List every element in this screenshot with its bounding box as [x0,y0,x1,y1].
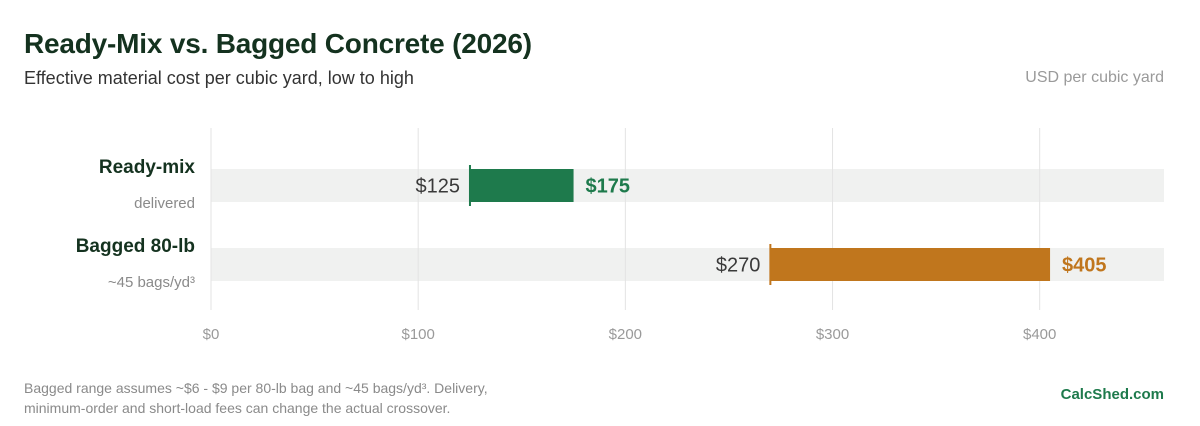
brand-label: CalcShed.com [1060,386,1164,403]
range-bar [469,169,574,202]
footnote-line-2: minimum-order and short-load fees can ch… [24,400,451,416]
category-sublabel: delivered [134,195,195,212]
category-sublabel: ~45 bags/yd³ [108,274,195,291]
bar-track [211,169,1164,202]
category-label: Ready-mix [99,157,196,178]
data-label-low: $125 [415,176,460,198]
data-label-high: $405 [1062,255,1107,277]
data-label-high: $175 [586,176,631,198]
category-label: Bagged 80-lb [76,236,195,257]
x-tick-label: $400 [1023,326,1056,343]
units-label: USD per cubic yard [1025,69,1164,86]
range-bar [770,248,1051,281]
footnote-line-1: Bagged range assumes ~$6 - $9 per 80-lb … [24,380,488,396]
x-tick-label: $100 [401,326,434,343]
chart-title: Ready-Mix vs. Bagged Concrete (2026) [24,28,532,59]
x-tick-label: $300 [816,326,849,343]
x-tick-label: $0 [203,326,220,343]
chart-subtitle: Effective material cost per cubic yard, … [24,68,414,88]
range-bar-chart: $0 $100 $200 $300 $400 Ready-mix delivered Bagg… [76,128,1164,343]
data-label-low: $270 [716,255,761,277]
footnote: Bagged range assumes ~$6 - $9 per 80-lb … [24,378,584,418]
x-tick-label: $200 [609,326,642,343]
